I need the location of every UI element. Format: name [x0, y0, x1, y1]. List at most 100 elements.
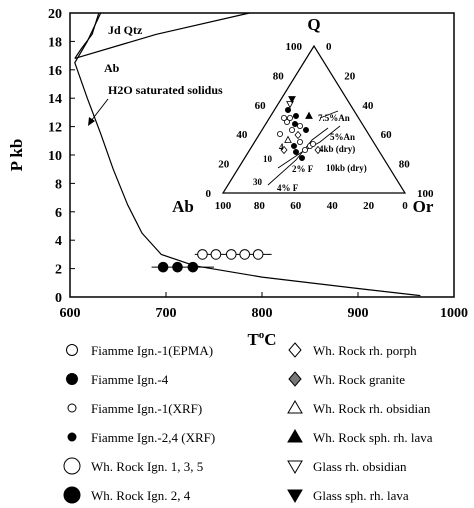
ternary-data-point [284, 135, 292, 143]
ternary-right-tick: 0 [326, 41, 332, 53]
curve-layer [74, 12, 421, 297]
ternary-annotation-4f: 4% F [277, 183, 299, 193]
ternary-data-point [286, 115, 293, 122]
legend-marker [67, 432, 77, 442]
ternary-right-tick: 80 [399, 159, 411, 171]
legend-marker [287, 400, 303, 414]
ternary-bottom-tick: 100 [215, 200, 232, 212]
data-point [187, 261, 199, 273]
ternary-annotation-10kb: 10kb (dry) [326, 163, 367, 173]
data-point [210, 249, 222, 260]
ternary-left-tick: 100 [286, 41, 303, 53]
x-axis-label: ToC [247, 329, 276, 349]
x-tick-label: 800 [252, 306, 273, 321]
ternary-data-point [296, 138, 303, 145]
legend-label: Fiamme Ign.-4 [91, 372, 169, 387]
solidus-annotation-arrowhead [88, 117, 95, 126]
y-tick-label: 4 [55, 234, 62, 249]
y-tick-label: 18 [48, 35, 62, 50]
curve-steep-boundary [74, 12, 100, 59]
legend-label: Wh. Rock rh. porph [313, 343, 417, 358]
ternary-bottom-tick: 0 [402, 200, 408, 212]
y-tick-label: 14 [48, 92, 62, 107]
legend-marker [63, 486, 81, 504]
ternary-data-point [288, 96, 296, 104]
curve-ab-jdqtz-boundary [74, 12, 250, 59]
legend: Fiamme Ign.-1(EPMA) Fiamme Ign.-4 Fiamme I… [63, 342, 433, 504]
legend-label: Glass rh. obsidian [313, 459, 407, 474]
ternary-vertex-q: Q [307, 15, 320, 34]
legend-marker [287, 429, 303, 443]
ternary-data-point [290, 142, 297, 149]
ternary-bottom-tick: 60 [290, 200, 302, 212]
ternary-right-tick: 60 [381, 129, 393, 141]
legend-label: Fiamme Ign.-2,4 (XRF) [91, 430, 215, 445]
x-tick-label: 600 [60, 306, 81, 321]
data-point [239, 249, 251, 260]
x-axis-label-superscript: o [259, 329, 265, 341]
legend-label: Glass sph. rh. lava [313, 488, 409, 503]
x-tick-label: 900 [348, 306, 369, 321]
x-tick-label: 1000 [440, 306, 468, 321]
ternary-data-point [280, 145, 288, 155]
ternary-bottom-tick: 80 [254, 200, 266, 212]
y-tick-label: 0 [55, 291, 62, 306]
x-tick-label: 700 [156, 306, 177, 321]
ternary-data-point [294, 130, 302, 140]
ternary-annotation-4: 4 [279, 142, 284, 152]
legend-marker [288, 342, 302, 358]
legend-label: Wh. Rock Ign. 1, 3, 5 [91, 459, 203, 474]
ternary-trend-line [319, 110, 339, 119]
ternary-left-tick: 40 [236, 129, 248, 141]
ternary-data-point [284, 107, 291, 114]
ternary-data-point [288, 127, 295, 134]
legend-label: Wh. Rock rh. obsidian [313, 401, 431, 416]
legend-marker [287, 460, 303, 474]
legend-marker [67, 403, 77, 413]
legend-label: Wh. Rock granite [313, 372, 405, 387]
ternary-annotation-2f: 2% F [292, 164, 314, 174]
ternary-left-tick: 60 [255, 100, 267, 112]
data-point [225, 249, 237, 260]
ternary-data-point [314, 145, 322, 155]
ternary-bottom-tick: 20 [363, 200, 375, 212]
ternary-data-point [291, 121, 298, 128]
y-tick-label: 8 [55, 177, 62, 192]
ternary-left-tick: 0 [206, 188, 212, 200]
legend-marker [66, 373, 78, 385]
y-axis-label: P kb [7, 139, 26, 172]
data-point [157, 261, 169, 273]
ternary-annotation-4kb: 4kb (dry) [319, 144, 355, 154]
series-layer [151, 249, 272, 273]
ternary-data-point [302, 127, 309, 134]
annotation-jd-qtz: Jd Qtz [108, 23, 143, 37]
ternary-annotation-5an: 5%An [330, 132, 355, 142]
legend-marker [288, 371, 302, 387]
ternary-data-point [292, 148, 299, 155]
ternary-triangle [221, 44, 407, 194]
ternary-data-point [305, 111, 313, 119]
ternary-data-point [296, 123, 303, 130]
y-tick-label: 20 [48, 7, 62, 22]
ternary-annotation-10: 10 [263, 154, 273, 164]
ternary-data-point [301, 146, 308, 153]
ternary-right-tick: 40 [362, 100, 374, 112]
ternary-data-point [309, 140, 316, 147]
ternary-data-point [286, 101, 294, 109]
y-tick-label: 6 [55, 206, 62, 221]
ternary-left-tick: 20 [218, 159, 230, 171]
legend-marker [63, 457, 81, 475]
ternary-annotation-75an: 7.5%An [318, 113, 350, 123]
ternary-right-tick: 20 [344, 70, 356, 82]
ternary-point-layer [267, 96, 341, 186]
ternary-vertex-or: Or [413, 197, 434, 216]
annotation-solidus: H2O saturated solidus [108, 83, 223, 97]
ternary-data-point [280, 115, 287, 122]
legend-marker [287, 489, 303, 503]
legend-marker [66, 344, 78, 356]
legend-label: Wh. Rock Ign. 2, 4 [91, 488, 191, 503]
ternary-data-point [276, 130, 283, 137]
ternary-data-point [292, 113, 299, 120]
